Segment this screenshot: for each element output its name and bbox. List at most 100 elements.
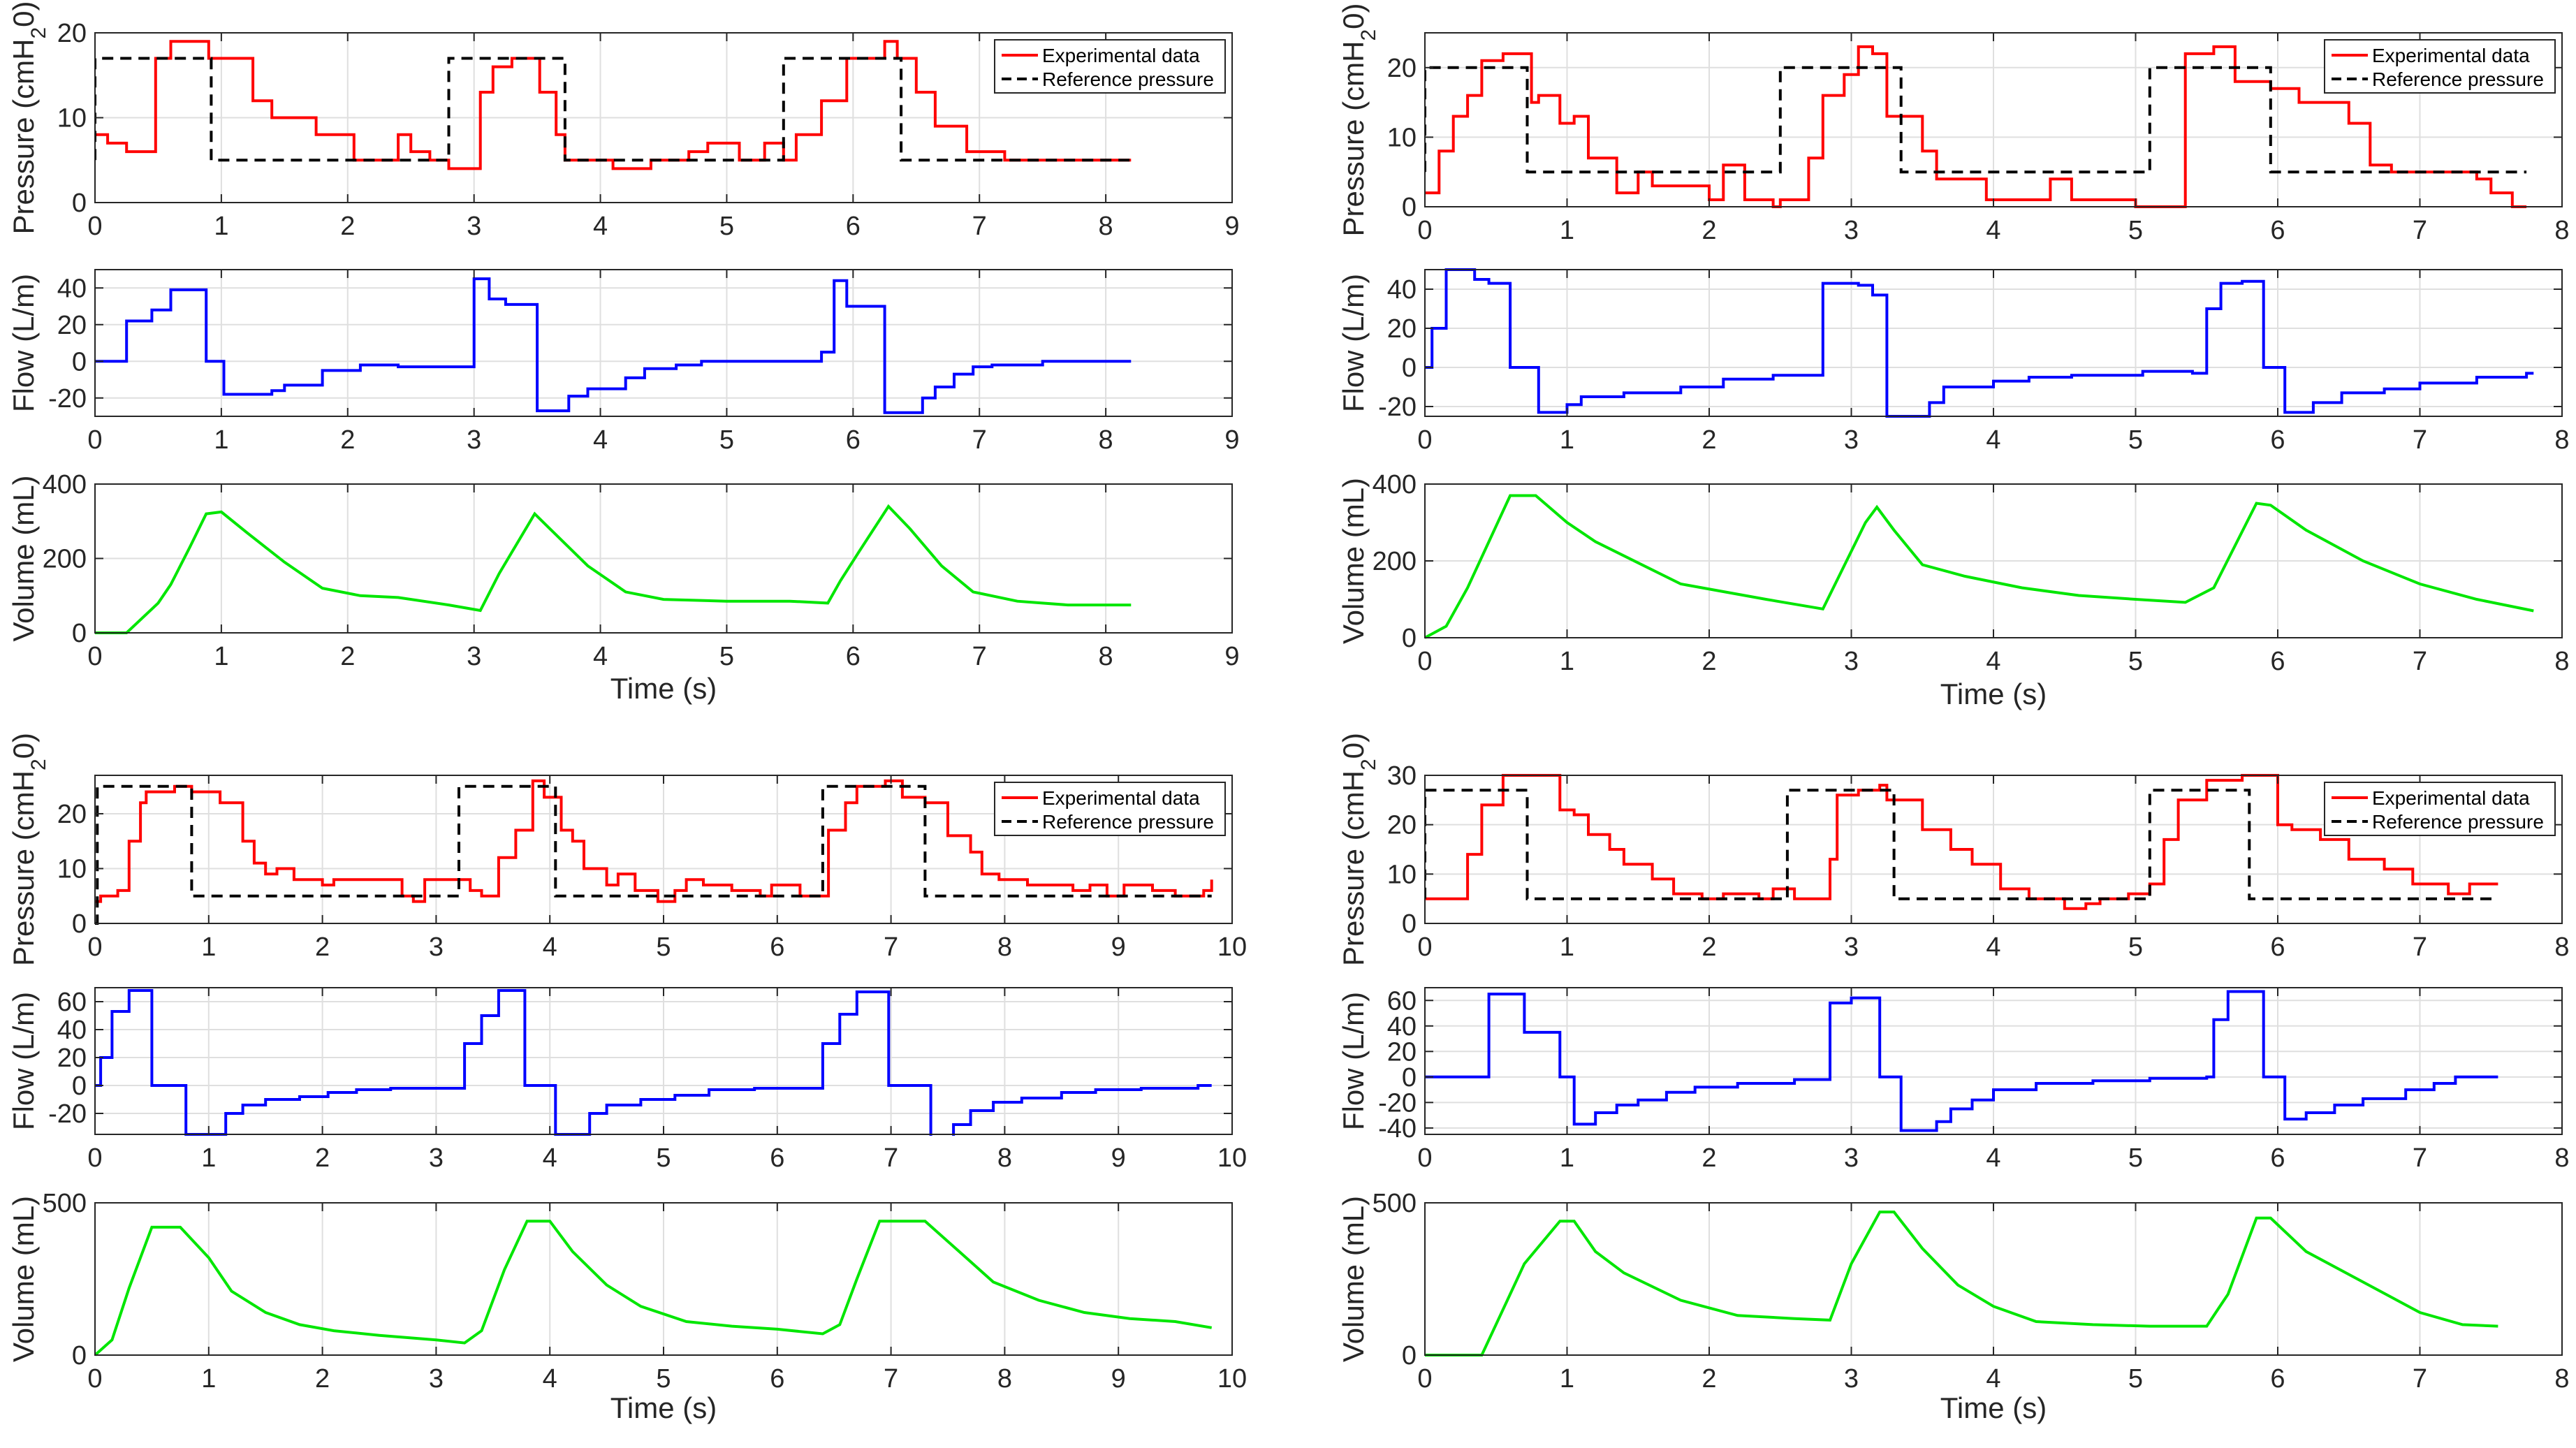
x-tick-label: 3 [1844, 933, 1859, 962]
x-tick-label: 3 [1844, 1364, 1859, 1394]
x-tick-label: 3 [1844, 1143, 1859, 1173]
x-tick-label: 3 [429, 1364, 444, 1394]
x-tick-label: 9 [1111, 1364, 1126, 1394]
x-tick-label: 2 [1702, 1364, 1716, 1394]
series-2-0 [1425, 1211, 2498, 1356]
series-2-0 [95, 504, 1132, 634]
series-reference-pressure [95, 57, 1132, 162]
x-tick-label: 4 [1986, 1143, 2000, 1173]
x-tick-label: 9 [1224, 642, 1239, 671]
x-tick-label: 2 [1702, 933, 1716, 962]
y-tick-label: 200 [43, 545, 87, 574]
y-tick-label: 20 [57, 800, 87, 829]
x-tick-label: 2 [1702, 216, 1716, 245]
y-tick-label: 60 [1387, 986, 1417, 1016]
y-tick-label: 0 [1402, 624, 1417, 653]
y-tick-label: -20 [1378, 1088, 1417, 1118]
x-tick-label: 1 [214, 642, 228, 671]
y-axis-label: Volume (mL) [1337, 478, 1370, 644]
x-tick-label: 2 [340, 212, 355, 241]
legend-box [994, 39, 1226, 94]
x-tick-label: 1 [1560, 425, 1574, 455]
series-reference-pressure [1425, 789, 2498, 900]
y-tick-label: 20 [57, 19, 87, 48]
y-axis-label: Flow (L/m) [1337, 274, 1370, 412]
x-tick-label: 3 [429, 933, 444, 962]
series-1-0 [1425, 990, 2498, 1132]
y-tick-label: 0 [1402, 193, 1417, 222]
y-tick-label: 10 [1387, 860, 1417, 889]
x-tick-label: 5 [656, 1364, 671, 1394]
x-tick-label: 9 [1224, 425, 1239, 455]
y-tick-label: 0 [72, 1341, 87, 1370]
x-tick-label: 5 [656, 933, 671, 962]
x-tick-label: 5 [656, 1143, 671, 1173]
x-tick-label: 7 [884, 1364, 898, 1394]
x-tick-label: 4 [1986, 1364, 2000, 1394]
x-tick-label: 3 [467, 642, 481, 671]
x-tick-label: 5 [2128, 647, 2143, 676]
y-tick-label: 40 [1387, 1012, 1417, 1041]
x-tick-label: 6 [2270, 647, 2285, 676]
legend-box [994, 782, 1226, 836]
x-tick-label: 3 [429, 1143, 444, 1173]
series-1-0 [95, 989, 1212, 1136]
x-tick-label: 8 [997, 1143, 1012, 1173]
y-axis-label: Volume (mL) [1337, 1196, 1370, 1362]
x-axis-label: Time (s) [1940, 678, 2047, 710]
x-tick-label: 6 [846, 425, 861, 455]
x-tick-label: 0 [87, 1364, 102, 1394]
x-tick-label: 5 [2128, 1143, 2143, 1173]
x-tick-label: 7 [972, 212, 987, 241]
y-tick-label: 500 [1373, 1189, 1417, 1218]
y-tick-label: 0 [72, 909, 87, 939]
y-axis-label: Pressure (cmH20) [1337, 3, 1380, 236]
x-tick-label: 2 [315, 1364, 330, 1394]
x-tick-label: 6 [770, 933, 784, 962]
y-axis-label: Flow (L/m) [7, 274, 40, 412]
y-tick-label: 40 [1387, 275, 1417, 305]
x-tick-label: 6 [2270, 1143, 2285, 1173]
x-tick-label: 8 [1099, 212, 1113, 241]
x-tick-label: 1 [1560, 1143, 1574, 1173]
y-tick-label: 20 [1387, 54, 1417, 83]
x-tick-label: 0 [1417, 933, 1432, 962]
y-tick-label: 40 [57, 274, 87, 303]
legend-label: Reference pressure [1042, 811, 1214, 833]
x-tick-label: 6 [770, 1364, 784, 1394]
y-tick-label: 0 [1402, 1063, 1417, 1092]
y-axis-label: Volume (mL) [7, 1196, 40, 1362]
y-axis-label: Pressure (cmH20) [7, 1, 50, 234]
x-tick-label: 0 [87, 1143, 102, 1173]
x-tick-label: 4 [543, 1364, 557, 1394]
x-tick-label: 4 [1986, 216, 2000, 245]
x-tick-label: 0 [1417, 425, 1432, 455]
series-2-0 [1425, 494, 2534, 639]
x-tick-label: 6 [846, 642, 861, 671]
x-tick-label: 7 [2413, 1143, 2427, 1173]
x-tick-label: 7 [2413, 216, 2427, 245]
x-tick-label: 8 [2554, 933, 2569, 962]
x-tick-label: 7 [972, 642, 987, 671]
x-tick-label: 1 [1560, 933, 1574, 962]
x-tick-label: 2 [315, 1143, 330, 1173]
x-tick-label: 6 [770, 1143, 784, 1173]
x-tick-label: 5 [719, 425, 734, 455]
x-tick-label: 8 [2554, 647, 2569, 676]
y-tick-label: -40 [1378, 1114, 1417, 1143]
y-tick-label: 0 [72, 619, 87, 648]
series-experimental-data [95, 40, 1132, 170]
y-tick-label: -20 [48, 1099, 87, 1129]
series-2-0 [95, 1220, 1213, 1356]
x-tick-label: 6 [2270, 216, 2285, 245]
